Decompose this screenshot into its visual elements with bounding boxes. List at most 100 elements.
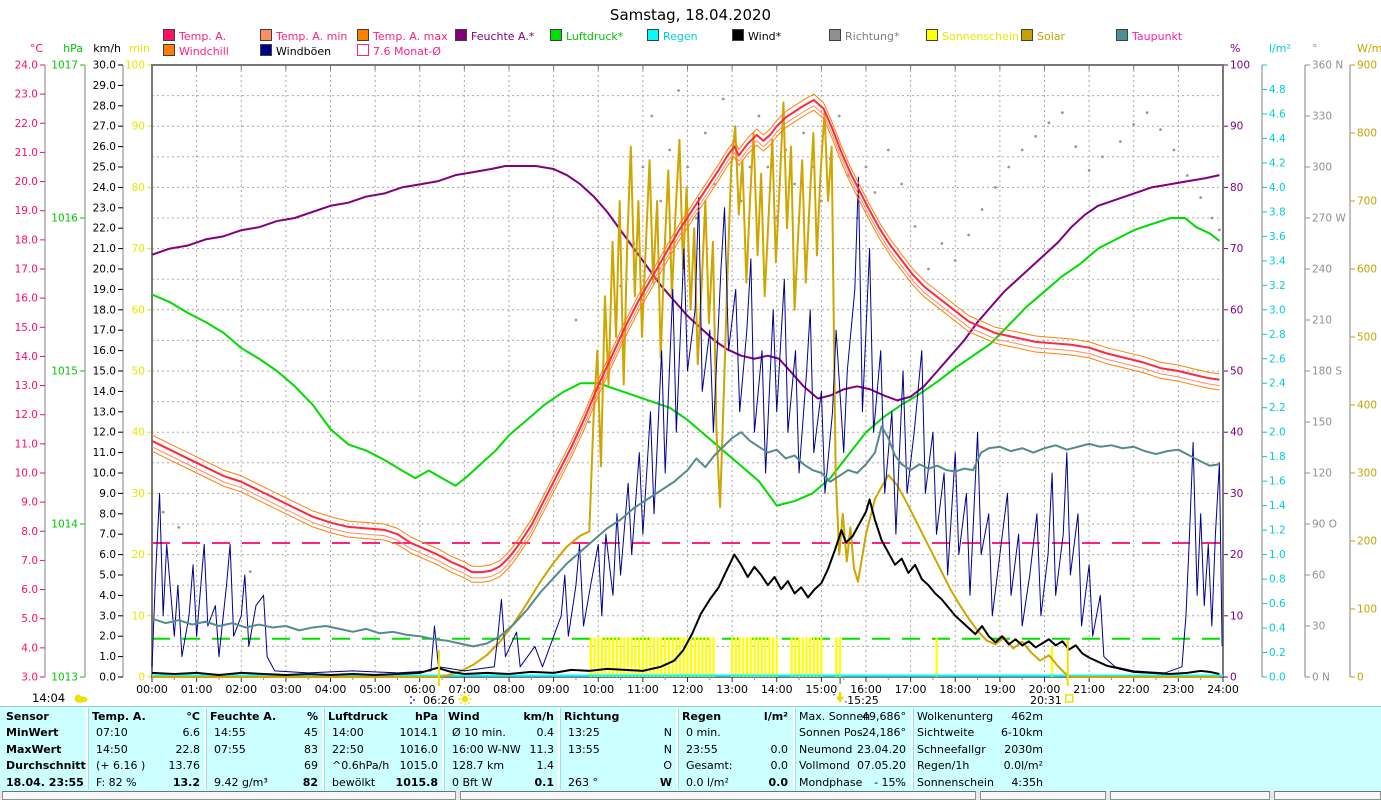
table-separator — [322, 708, 325, 790]
axis-unit-min: min — [129, 42, 150, 55]
axis-unit-pct: % — [1230, 42, 1240, 55]
status-bar-segment — [1274, 791, 1381, 800]
col-title: Wind — [448, 710, 480, 723]
svg-text:6.0: 6.0 — [21, 584, 38, 596]
svg-text:14:04: 14:04 — [32, 691, 65, 705]
legend-item-temp-a-[interactable]: Temp. A. — [163, 29, 226, 43]
svg-text:21.0: 21.0 — [93, 243, 116, 255]
svg-text:0: 0 — [1230, 672, 1237, 684]
svg-text:90: 90 — [1230, 121, 1243, 133]
info-value: 49,686° — [862, 710, 906, 723]
sunset-marker: 20:31 — [1030, 640, 1074, 705]
legend-item-windböen[interactable]: Windböen — [260, 44, 331, 58]
legend-item-label: Regen — [663, 30, 698, 43]
moonrise-marker: 14:04 — [32, 691, 88, 705]
svg-text:23:00: 23:00 — [1163, 683, 1195, 696]
legend-swatch-icon — [455, 29, 467, 41]
stat-value: 1015.8 — [395, 775, 438, 789]
stat-value: N — [663, 742, 672, 756]
svg-text:23.0: 23.0 — [93, 202, 116, 214]
stat-label: 0 Bft W — [452, 775, 493, 789]
svg-text:330: 330 — [1312, 111, 1332, 123]
legend-item-7-6-monat-[interactable]: 7.6 Monat-Ø — [357, 44, 441, 58]
series-luftdruck — [151, 217, 1221, 507]
svg-text:100: 100 — [1357, 604, 1377, 616]
legend-item-label: Temp. A. max — [373, 30, 448, 43]
svg-text:90 O: 90 O — [1312, 519, 1337, 531]
col-title: Luftdruck — [328, 710, 388, 723]
legend-item-feuchte-a-[interactable]: Feuchte A.* — [455, 29, 534, 43]
stat-label: 128.7 km — [452, 759, 505, 773]
svg-text:22.0: 22.0 — [93, 223, 116, 235]
svg-text:6.0: 6.0 — [99, 549, 116, 561]
table-separator — [86, 708, 89, 790]
legend-item-sonnenschein[interactable]: Sonnenschein — [926, 29, 1019, 43]
legend-item-regen[interactable]: Regen — [647, 29, 698, 43]
stat-value: 11.3 — [529, 742, 555, 756]
stat-label: Gesamt: — [686, 759, 733, 773]
svg-text:3.2: 3.2 — [1269, 280, 1286, 292]
svg-text:210: 210 — [1312, 315, 1332, 327]
stat-label: 14:00 — [332, 726, 364, 740]
legend-item-windchill[interactable]: Windchill — [163, 44, 229, 58]
stat-value: 0.0 — [770, 759, 789, 773]
svg-text:500: 500 — [1357, 332, 1377, 344]
svg-text:13:00: 13:00 — [716, 683, 748, 696]
svg-text:05:00: 05:00 — [359, 683, 391, 696]
legend-item-richtung-[interactable]: Richtung* — [829, 29, 899, 43]
legend-item-luftdruck-[interactable]: Luftdruck* — [550, 29, 624, 43]
stat-value: 1014.1 — [399, 726, 439, 740]
svg-text:180 S: 180 S — [1312, 366, 1342, 378]
svg-text:11.0: 11.0 — [15, 438, 38, 450]
stat-label: 14:55 — [214, 726, 246, 740]
info-label: Schneefallgr — [917, 742, 986, 756]
svg-text:2.0: 2.0 — [99, 631, 116, 643]
svg-text:15:00: 15:00 — [806, 683, 838, 696]
stat-value: 1.4 — [536, 759, 555, 773]
svg-text:20: 20 — [132, 549, 145, 561]
svg-text:0.8: 0.8 — [1269, 574, 1286, 586]
info-label: Wolkenunterg — [917, 710, 994, 723]
legend-swatch-icon — [357, 44, 369, 56]
legend-item-temp-a-min[interactable]: Temp. A. min — [260, 29, 347, 43]
legend-item-temp-a-max[interactable]: Temp. A. max — [357, 29, 448, 43]
info-value: 07.05.20 — [857, 759, 906, 773]
axis-unit-hpa: hPa — [63, 42, 83, 55]
moonset-marker: 15:25 — [833, 678, 879, 705]
svg-text:400: 400 — [1357, 400, 1377, 412]
legend-item-taupunkt[interactable]: Taupunkt — [1116, 29, 1183, 43]
weather-chart[interactable]: 3.0 4.0 5.0 6.0 7.0 8.0 9.0 10.0 11.0 12.0 13.0 14.… — [0, 0, 1381, 705]
svg-text:1016: 1016 — [51, 213, 78, 225]
chart-svg[interactable]: 3.0 4.0 5.0 6.0 7.0 8.0 9.0 10.0 11.0 12.0 13.0 14.… — [0, 0, 1381, 705]
legend-item-wind-[interactable]: Wind* — [732, 29, 781, 43]
row-header: MaxWert — [6, 742, 62, 756]
legend-item-label: Taupunkt — [1132, 30, 1183, 43]
stat-value: 0.0 — [770, 742, 789, 756]
legend-item-label: 7.6 Monat-Ø — [373, 45, 441, 58]
stat-value: 1016.0 — [399, 742, 439, 756]
col-unit: hPa — [414, 710, 438, 723]
series-temp-a-min — [151, 105, 1220, 579]
svg-text:13.0: 13.0 — [15, 380, 38, 392]
svg-text:50: 50 — [1230, 366, 1243, 378]
legend-item-solar[interactable]: Solar — [1021, 29, 1065, 43]
info-label: Regen/1h — [917, 759, 970, 773]
svg-text:17.0: 17.0 — [15, 264, 38, 276]
stat-value: 13.2 — [172, 775, 200, 789]
svg-text:08:00: 08:00 — [493, 683, 525, 696]
axis-lm2-rail: 0.0 0.2 0.4 0.6 0.8 1.0 1.2 1.4 1.6 1.8 2.0 2.2 2.4 2… — [1261, 42, 1291, 684]
svg-text:150: 150 — [1312, 417, 1332, 429]
series-windchill — [151, 109, 1220, 583]
stat-label: 07:10 — [96, 726, 128, 740]
info-value: 23.04.20 — [857, 742, 906, 756]
svg-text:11:00: 11:00 — [627, 683, 659, 696]
svg-text:200: 200 — [1357, 536, 1377, 548]
stat-value: 83 — [304, 742, 318, 756]
legend-item-label: Luftdruck* — [566, 30, 624, 43]
stat-value: 0.0 — [768, 775, 789, 789]
stat-label: 22:50 — [332, 742, 364, 756]
svg-text:16:00: 16:00 — [850, 683, 882, 696]
table-separator — [558, 708, 561, 790]
status-bar-segment — [460, 791, 976, 800]
svg-text:0.0: 0.0 — [99, 672, 116, 684]
